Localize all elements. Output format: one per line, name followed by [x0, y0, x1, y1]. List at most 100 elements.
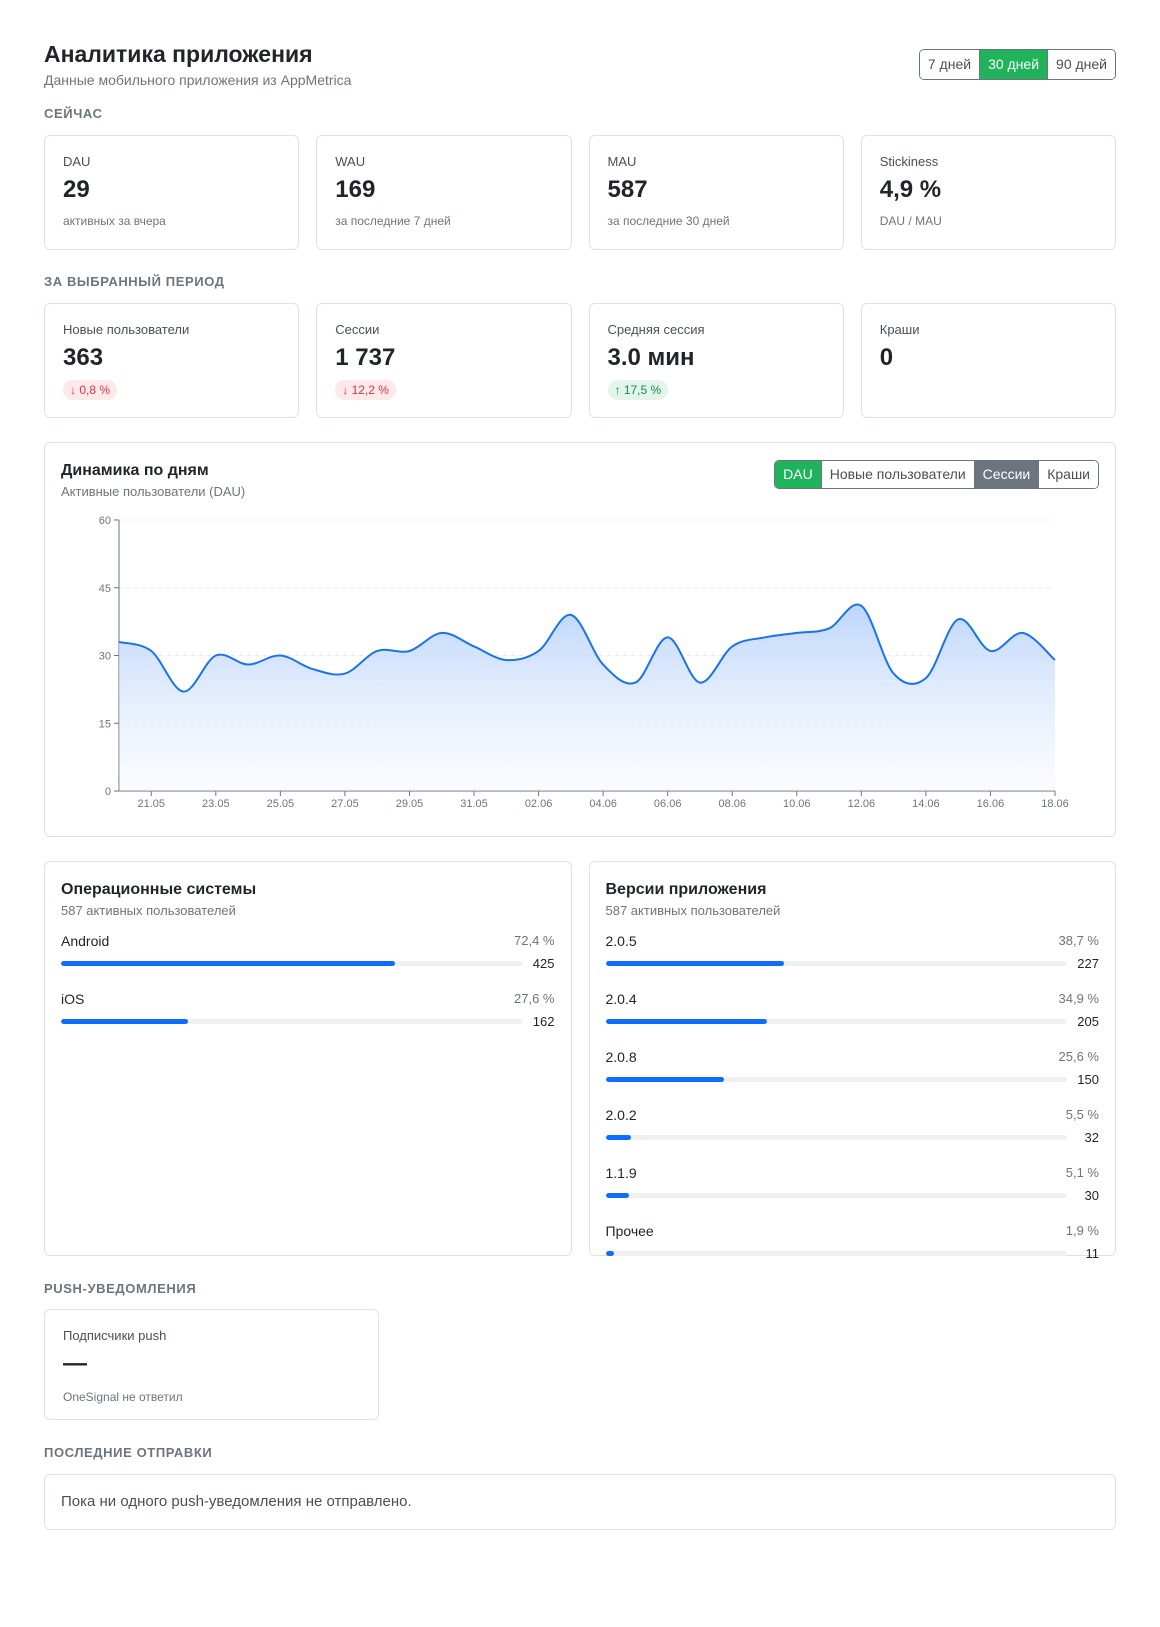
dist-item: Прочее 1,9 % 11 [605, 1223, 1099, 1261]
dist-item-count: 32 [1084, 1130, 1099, 1145]
dist-item-name: Android [61, 933, 110, 949]
y-tick-label: 60 [99, 515, 111, 527]
dist-item: 2.0.5 38,7 % 227 [605, 933, 1099, 971]
share-bar-fill [61, 961, 396, 966]
os-list: Android 72,4 % 425 iOS 27,6 % 162 [61, 933, 555, 1029]
stat-hint: активных за вчера [63, 214, 166, 228]
dist-item-name: 1.1.9 [605, 1165, 637, 1181]
dist-item-name: Прочее [605, 1223, 654, 1239]
dist-item-percent: 38,7 % [1058, 933, 1099, 948]
dist-item: 2.0.2 5,5 % 32 [605, 1107, 1099, 1145]
delta-badge: ↓ 12,2 % [335, 380, 396, 400]
dist-item-count: 150 [1077, 1072, 1099, 1087]
chart-subtitle: Активные пользователи (DAU) [61, 484, 246, 499]
dist-item-name: 2.0.2 [605, 1107, 637, 1123]
stat-label: Средняя сессия [607, 322, 705, 337]
share-bar-track [605, 1019, 1067, 1024]
dist-item-bar-row: 32 [605, 1130, 1099, 1145]
stat-value: 1 737 [335, 344, 396, 371]
period-selector: 7 дней 30 дней 90 дней [918, 49, 1116, 80]
x-tick-label: 06.06 [654, 798, 682, 810]
delta-badge: ↓ 0,8 % [63, 380, 118, 400]
share-bar-track [605, 1251, 1067, 1256]
dist-item-bar-row: 425 [61, 956, 555, 971]
os-card: Операционные системы 587 активных пользо… [44, 861, 572, 1256]
section-now-label: Сейчас [44, 106, 103, 121]
stat-value: 363 [63, 344, 104, 371]
stat-label: Сессии [335, 322, 380, 337]
stat-value: 4,9 % [879, 176, 942, 203]
x-tick-label: 23.05 [202, 798, 230, 810]
share-bar-track [605, 1193, 1067, 1198]
dist-item-bar-row: 30 [605, 1188, 1099, 1203]
dist-item: Android 72,4 % 425 [61, 933, 555, 971]
versions-subtitle: 587 активных пользователей [605, 903, 781, 918]
dist-item-count: 425 [532, 956, 555, 971]
period-button[interactable]: 30 дней [980, 50, 1049, 79]
os-subtitle: 587 активных пользователей [61, 903, 236, 918]
stat-label: DAU [63, 154, 91, 169]
share-bar-fill [61, 1019, 189, 1024]
stat-value: 169 [335, 176, 376, 203]
versions-title: Версии приложения [605, 881, 767, 898]
stat-value: 3.0 мин [607, 344, 695, 371]
now-cards: DAU 29 активных за вчера WAU 169 за последние… [44, 135, 1116, 250]
stat-value: 0 [879, 344, 894, 371]
page-header: Аналитика приложения Данные мобильного п… [44, 40, 1116, 100]
distribution-row: Операционные системы 587 активных пользо… [44, 861, 1116, 1261]
push-card-hint: OneSignal не ответил [63, 1390, 183, 1404]
push-subscribers-card: Подписчики push — OneSignal не ответил [44, 1309, 379, 1420]
stat-card: Сессии 1 737 ↓ 12,2 % [316, 303, 572, 418]
share-bar-track [61, 961, 523, 966]
stat-label: MAU [607, 154, 637, 169]
stat-card: DAU 29 активных за вчера [44, 135, 300, 250]
push-card-value: — [63, 1350, 87, 1377]
dist-item: 2.0.4 34,9 % 205 [605, 991, 1100, 1029]
dist-item-count: 162 [532, 1014, 555, 1029]
x-tick-label: 18.06 [1041, 798, 1069, 810]
dist-item-bar-row: 227 [605, 956, 1099, 971]
share-bar-track [61, 1019, 523, 1024]
x-tick-label: 02.06 [525, 798, 553, 810]
x-tick-label: 21.05 [138, 798, 166, 810]
metric-tab[interactable]: Новые пользователи [821, 461, 975, 488]
x-tick-label: 14.06 [912, 798, 940, 810]
stat-hint: за последние 30 дней [607, 214, 730, 228]
period-button[interactable]: 7 дней [919, 50, 981, 79]
stat-value: 587 [607, 176, 648, 203]
section-period-label: За выбранный период [44, 274, 225, 289]
stat-card: Новые пользователи 363 ↓ 0,8 % [44, 303, 300, 418]
stat-card: Краши 0 [860, 303, 1116, 418]
dist-item-percent: 27,6 % [514, 991, 555, 1006]
dist-item-percent: 25,6 % [1058, 1049, 1099, 1064]
stat-card: MAU 587 за последние 30 дней [588, 135, 844, 250]
dist-item-percent: 5,5 % [1065, 1107, 1099, 1122]
daily-line-chart: 0 15 30 45 60 21.05 23.05 25.05 27.05 29.05 31.05 0… [99, 515, 1069, 810]
dist-item-bar-row: 150 [605, 1072, 1099, 1087]
dist-item-name: 2.0.4 [605, 991, 637, 1007]
dist-item-bar-row: 11 [605, 1246, 1099, 1261]
dist-item-header: 2.0.8 25,6 % [606, 1049, 1100, 1065]
share-bar-fill [605, 1019, 767, 1024]
dist-item-name: 2.0.8 [605, 1049, 637, 1065]
dist-item-header: iOS 27,6 % [61, 991, 555, 1007]
stat-card: Stickiness 4,9 % DAU / MAU [860, 135, 1116, 250]
metric-tab[interactable]: Сессии [974, 461, 1040, 488]
dist-item-percent: 72,4 % [514, 933, 555, 948]
dist-item-header: 2.0.4 34,9 % [606, 991, 1100, 1007]
share-bar-track [605, 1135, 1067, 1140]
metric-tab[interactable]: DAU [775, 461, 822, 488]
share-bar-fill [605, 1135, 631, 1140]
dist-item: iOS 27,6 % 162 [61, 991, 555, 1029]
dist-item-name: 2.0.5 [605, 933, 637, 949]
y-tick-label: 0 [105, 786, 111, 798]
period-button[interactable]: 90 дней [1048, 50, 1115, 79]
share-bar-fill [605, 961, 785, 966]
metric-tab[interactable]: Краши [1039, 461, 1098, 488]
x-tick-label: 16.06 [977, 798, 1005, 810]
series-line [118, 603, 1056, 693]
share-bar-fill [605, 1193, 630, 1198]
share-bar-track [605, 961, 1067, 966]
dist-item-percent: 34,9 % [1058, 991, 1099, 1006]
dist-item-name: iOS [61, 991, 85, 1007]
